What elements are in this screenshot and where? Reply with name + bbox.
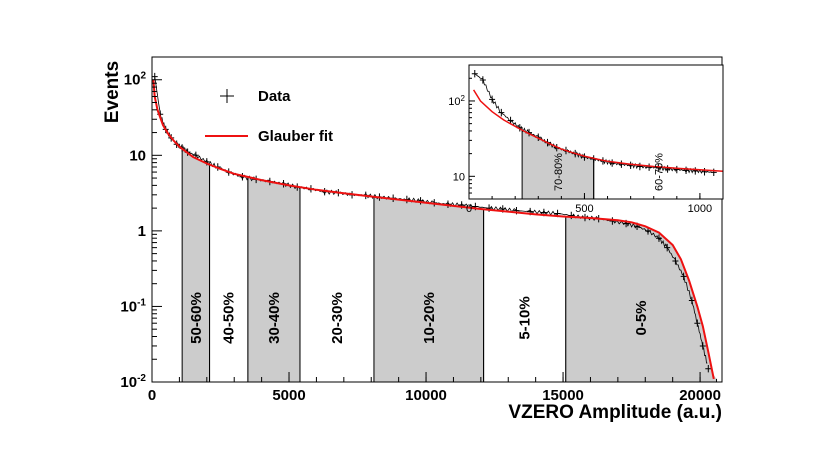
main-y-tick-label: 1 [138, 223, 146, 240]
legend-data-marker [220, 89, 234, 103]
inset-y-tick-label: 102 [448, 94, 465, 108]
inset-x-tick-label: 0 [466, 203, 472, 215]
y-axis-title: Events [102, 61, 123, 123]
inset-band-70-80% [522, 130, 594, 199]
inset-plot-frame [468, 64, 724, 200]
main-data-point [705, 364, 712, 373]
inset-x-tick-label: 500 [575, 203, 593, 215]
main-band-10-20% [374, 196, 484, 382]
main-band-label: 5-10% [517, 296, 534, 339]
legend-label: Data [258, 88, 291, 105]
main-y-tick-label: 10 [129, 147, 146, 164]
inset-x-tick-label: 1000 [688, 203, 712, 215]
main-band-label: 40-50% [221, 292, 238, 344]
main-x-tick-label: 15000 [542, 387, 584, 404]
inset-chart: 0 500 1000 10 102 70-80% 60-70% [448, 64, 724, 215]
inset-band-label: 70-80% [553, 153, 565, 191]
main-band-label: 30-40% [266, 292, 283, 344]
x-axis-title: VZERO Amplitude (a.u.) [508, 402, 722, 423]
inset-band-label: 60-70% [653, 153, 665, 191]
inset-data-point [489, 95, 496, 104]
main-band-30-40% [247, 176, 300, 382]
main-plot-frame [151, 56, 723, 383]
main-y-tick-label: 10-1 [120, 297, 146, 315]
inset-data-point [479, 76, 486, 84]
inset-axes: 0 500 1000 10 102 [448, 64, 724, 215]
main-data-point [609, 217, 616, 225]
main-y-tick-label: 10-2 [120, 373, 146, 391]
main-band-label: 10-20% [421, 292, 438, 344]
legend-label: Glauber fit [258, 128, 333, 145]
main-x-tick-label: 5000 [272, 387, 305, 404]
main-curves [152, 72, 715, 380]
main-x-tick-label: 0 [148, 387, 156, 404]
main-data-point [417, 197, 424, 205]
main-y-tick-label: 102 [124, 71, 147, 89]
main-band-20-30% [300, 187, 374, 382]
inset-band-labels: 70-80% 60-70% [553, 153, 665, 191]
main-x-tick-label: 20000 [679, 387, 721, 404]
main-band-5-10% [484, 209, 566, 382]
main-x-tick-label: 10000 [405, 387, 447, 404]
main-glauber-fit-curve [152, 79, 715, 380]
main-band-labels: 50-60% 40-50% 30-40% 20-30% 10-20% 5-10% 0-5% [188, 292, 650, 344]
inset-centrality-bands [521, 130, 723, 199]
inset-data-point [471, 69, 478, 78]
main-centrality-bands [181, 148, 718, 382]
main-band-50-60% [182, 148, 210, 382]
inset-background [469, 65, 723, 199]
main-band-label: 0-5% [633, 300, 650, 335]
main-band-40-50% [210, 165, 248, 382]
main-band-label: 50-60% [188, 292, 205, 344]
legend: Data Glauber fit [205, 88, 333, 145]
inset-glauber-fit-curve [472, 89, 723, 172]
inset-curves [471, 69, 723, 177]
inset-y-tick-label: 10 [453, 171, 465, 183]
main-band-0-5% [565, 216, 717, 382]
main-band-label: 20-30% [329, 292, 346, 344]
